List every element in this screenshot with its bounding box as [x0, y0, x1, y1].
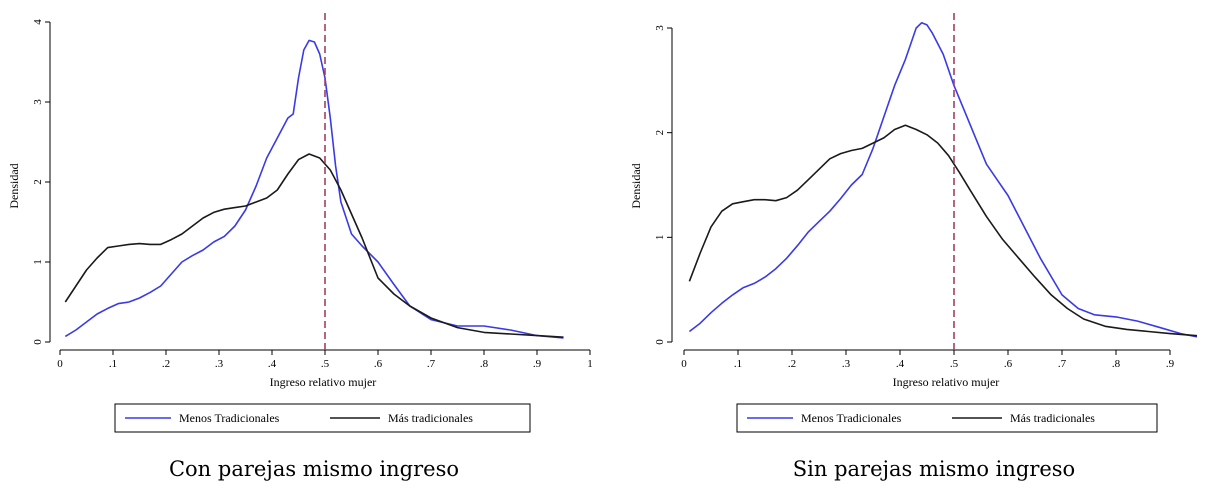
x-tick-label: .7: [427, 358, 436, 370]
x-tick-label: .4: [268, 358, 277, 370]
x-tick-label: 0: [681, 358, 687, 370]
legend-box: [736, 403, 1158, 433]
x-tick-label: .3: [215, 358, 224, 370]
legend-label-menos-tradicionales: Menos Tradicionales: [801, 411, 902, 425]
y-tick-label: 1: [32, 259, 44, 265]
legend-label-mas-tradicionales: Más tradicionales: [1010, 411, 1095, 425]
y-tick-label: 4: [32, 19, 44, 25]
legend-box: [114, 403, 531, 433]
x-tick-label: .6: [1004, 358, 1013, 370]
x-tick-label: .9: [533, 358, 542, 370]
x-tick-label: .1: [734, 358, 742, 370]
x-tick-label: .5: [321, 358, 330, 370]
x-tick-label: 0: [57, 358, 63, 370]
x-tick-label: .1: [109, 358, 117, 370]
series-line-menos-tradicionales: [688, 21, 1198, 338]
chart-2: 0 .1 .2 .3 .4 .5 .6 .7 .8 .9 0 1 2 3 Ingreso relativo …: [629, 12, 1198, 481]
y-tick-label: 2: [32, 179, 44, 185]
x-tick-label: .2: [788, 358, 796, 370]
y-tick-label: 3: [654, 25, 666, 31]
x-tick-label: .9: [1166, 358, 1175, 370]
legend-label-menos-tradicionales: Menos Tradicionales: [179, 411, 280, 425]
x-tick-label: .6: [374, 358, 383, 370]
x-tick-label: .7: [1058, 358, 1067, 370]
x-tick-label: .5: [950, 358, 959, 370]
y-tick-label: 1: [654, 235, 666, 241]
x-axis-label: Ingreso relativo mujer: [270, 375, 377, 389]
chart-caption: Sin parejas mismo ingreso: [793, 457, 1075, 481]
chart-1: 0 .1 .2 .3 .4 .5 .6 .7 .8 .9 1 0 1 2 3 4 Ingreso relativ…: [7, 12, 593, 481]
y-tick-label: 0: [32, 339, 44, 345]
y-axis-label: Densidad: [7, 163, 21, 208]
x-tick-label: .2: [162, 358, 170, 370]
x-axis-label: Ingreso relativo mujer: [893, 375, 1000, 389]
x-tick-label: .4: [896, 358, 905, 370]
x-tick-label: .8: [480, 358, 489, 370]
x-tick-label: .3: [842, 358, 851, 370]
x-tick-label: .8: [1112, 358, 1121, 370]
chart-caption: Con parejas mismo ingreso: [169, 457, 459, 481]
series-line-menos-tradicionales: [64, 39, 564, 339]
y-tick-label: 2: [654, 130, 666, 136]
series-line-mas-tradicionales: [64, 153, 564, 338]
y-axis-label: Densidad: [629, 163, 643, 208]
y-tick-label: 0: [654, 339, 666, 345]
series-line-mas-tradicionales: [688, 124, 1198, 337]
y-tick-label: 3: [32, 99, 44, 105]
legend-label-mas-tradicionales: Más tradicionales: [388, 411, 473, 425]
x-tick-label: 1: [587, 358, 593, 370]
